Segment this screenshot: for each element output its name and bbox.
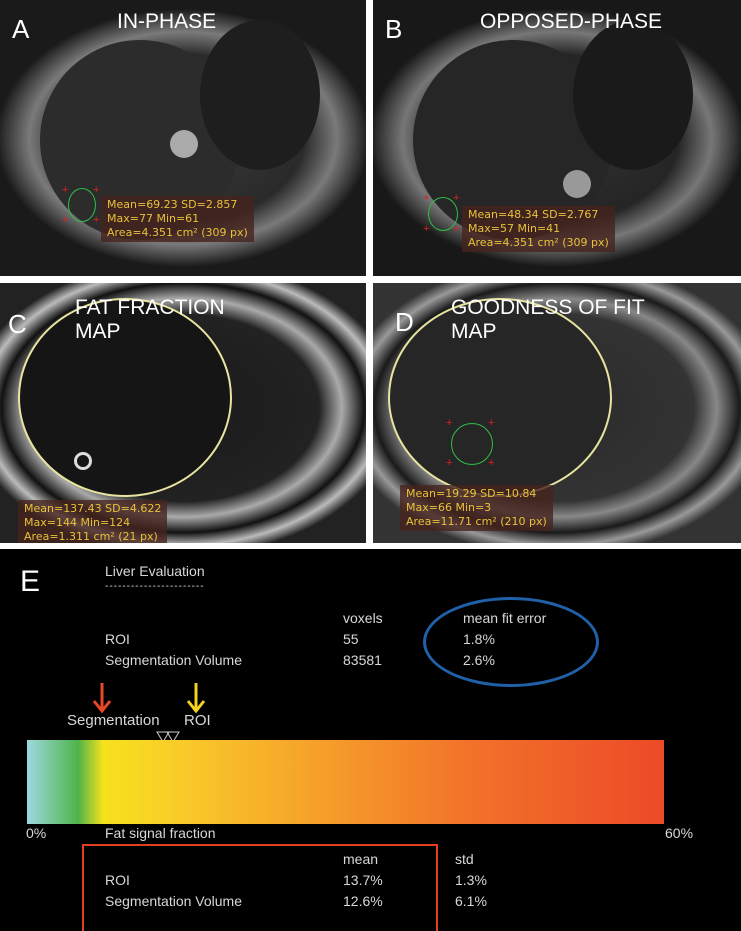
panel-title: GOODNESS OF FIT MAP (451, 296, 645, 343)
roi-stats: Mean=137.43 SD=4.622 Max=144 Min=124 Area=… (18, 500, 168, 543)
marker-triangles-icon (156, 731, 180, 743)
header-voxels: voxels (343, 610, 383, 626)
roi-circle (428, 197, 458, 231)
row-label: Segmentation Volume (105, 652, 242, 668)
panel-letter: A (12, 14, 30, 44)
evaluation-title: Liver Evaluation (105, 563, 205, 579)
fat-fraction-colorbar (27, 740, 664, 824)
roi-circle (68, 188, 96, 222)
panel-opposed-phase: B OPPOSED-PHASE + + + + Mean=48.34 SD=2.767… (373, 0, 741, 276)
roi-marker-label: ROI (184, 712, 211, 729)
arrow-roi-icon (186, 683, 206, 714)
row-label: Segmentation Volume (105, 893, 242, 909)
scale-label: Fat signal fraction (105, 825, 216, 841)
mean-value: 13.7% (343, 872, 383, 888)
scale-min: 0% (26, 825, 47, 841)
panel-letter: D (395, 307, 414, 337)
header-mean: mean (343, 851, 379, 867)
roi-circle (451, 423, 493, 465)
arrows (92, 683, 206, 714)
panel-in-phase: A IN-PHASE + + + + Mean=69.23 SD=2.857 Max=7… (0, 0, 366, 276)
panel-letter: B (385, 14, 403, 44)
mean-value: 12.6% (343, 893, 383, 909)
std-value: 1.3% (455, 872, 487, 888)
panel-title: OPPOSED-PHASE (480, 10, 663, 33)
roi-stats: Mean=19.29 SD=10.84 Max=66 Min=3 Area=11.7… (400, 485, 553, 531)
panel-goodness-of-fit-map: D GOODNESS OF FIT MAP + + + + Mean=19.29 SD… (373, 283, 741, 543)
voxels-value: 83581 (343, 652, 382, 668)
roi-circle (74, 452, 92, 470)
panel-fat-fraction-map: C FAT FRACTION MAP Mean=137.43 SD=4.622 M… (0, 283, 366, 543)
roi-stats: Mean=69.23 SD=2.857 Max=77 Min=61 Area=4.3… (101, 196, 254, 242)
panel-letter: C (8, 309, 27, 339)
row-label: ROI (105, 631, 130, 647)
scale-max: 60% (665, 825, 694, 841)
highlight-ellipse (423, 597, 599, 687)
header-std: std (455, 851, 474, 867)
row-label: ROI (105, 872, 130, 888)
separator: ----------------------- (105, 581, 205, 592)
panel-title: IN-PHASE (117, 10, 217, 33)
roi-stats: Mean=48.34 SD=2.767 Max=57 Min=41 Area=4.3… (462, 206, 615, 252)
highlight-box (82, 844, 438, 931)
panel-letter: E (20, 565, 41, 598)
panel-title: FAT FRACTION MAP (75, 296, 225, 343)
voxels-value: 55 (343, 631, 359, 647)
std-value: 6.1% (455, 893, 487, 909)
segmentation-marker-label: Segmentation (67, 712, 160, 729)
panel-liver-evaluation: E Liver Evaluation ---------------------… (0, 549, 741, 931)
arrow-segmentation-icon (92, 683, 112, 714)
